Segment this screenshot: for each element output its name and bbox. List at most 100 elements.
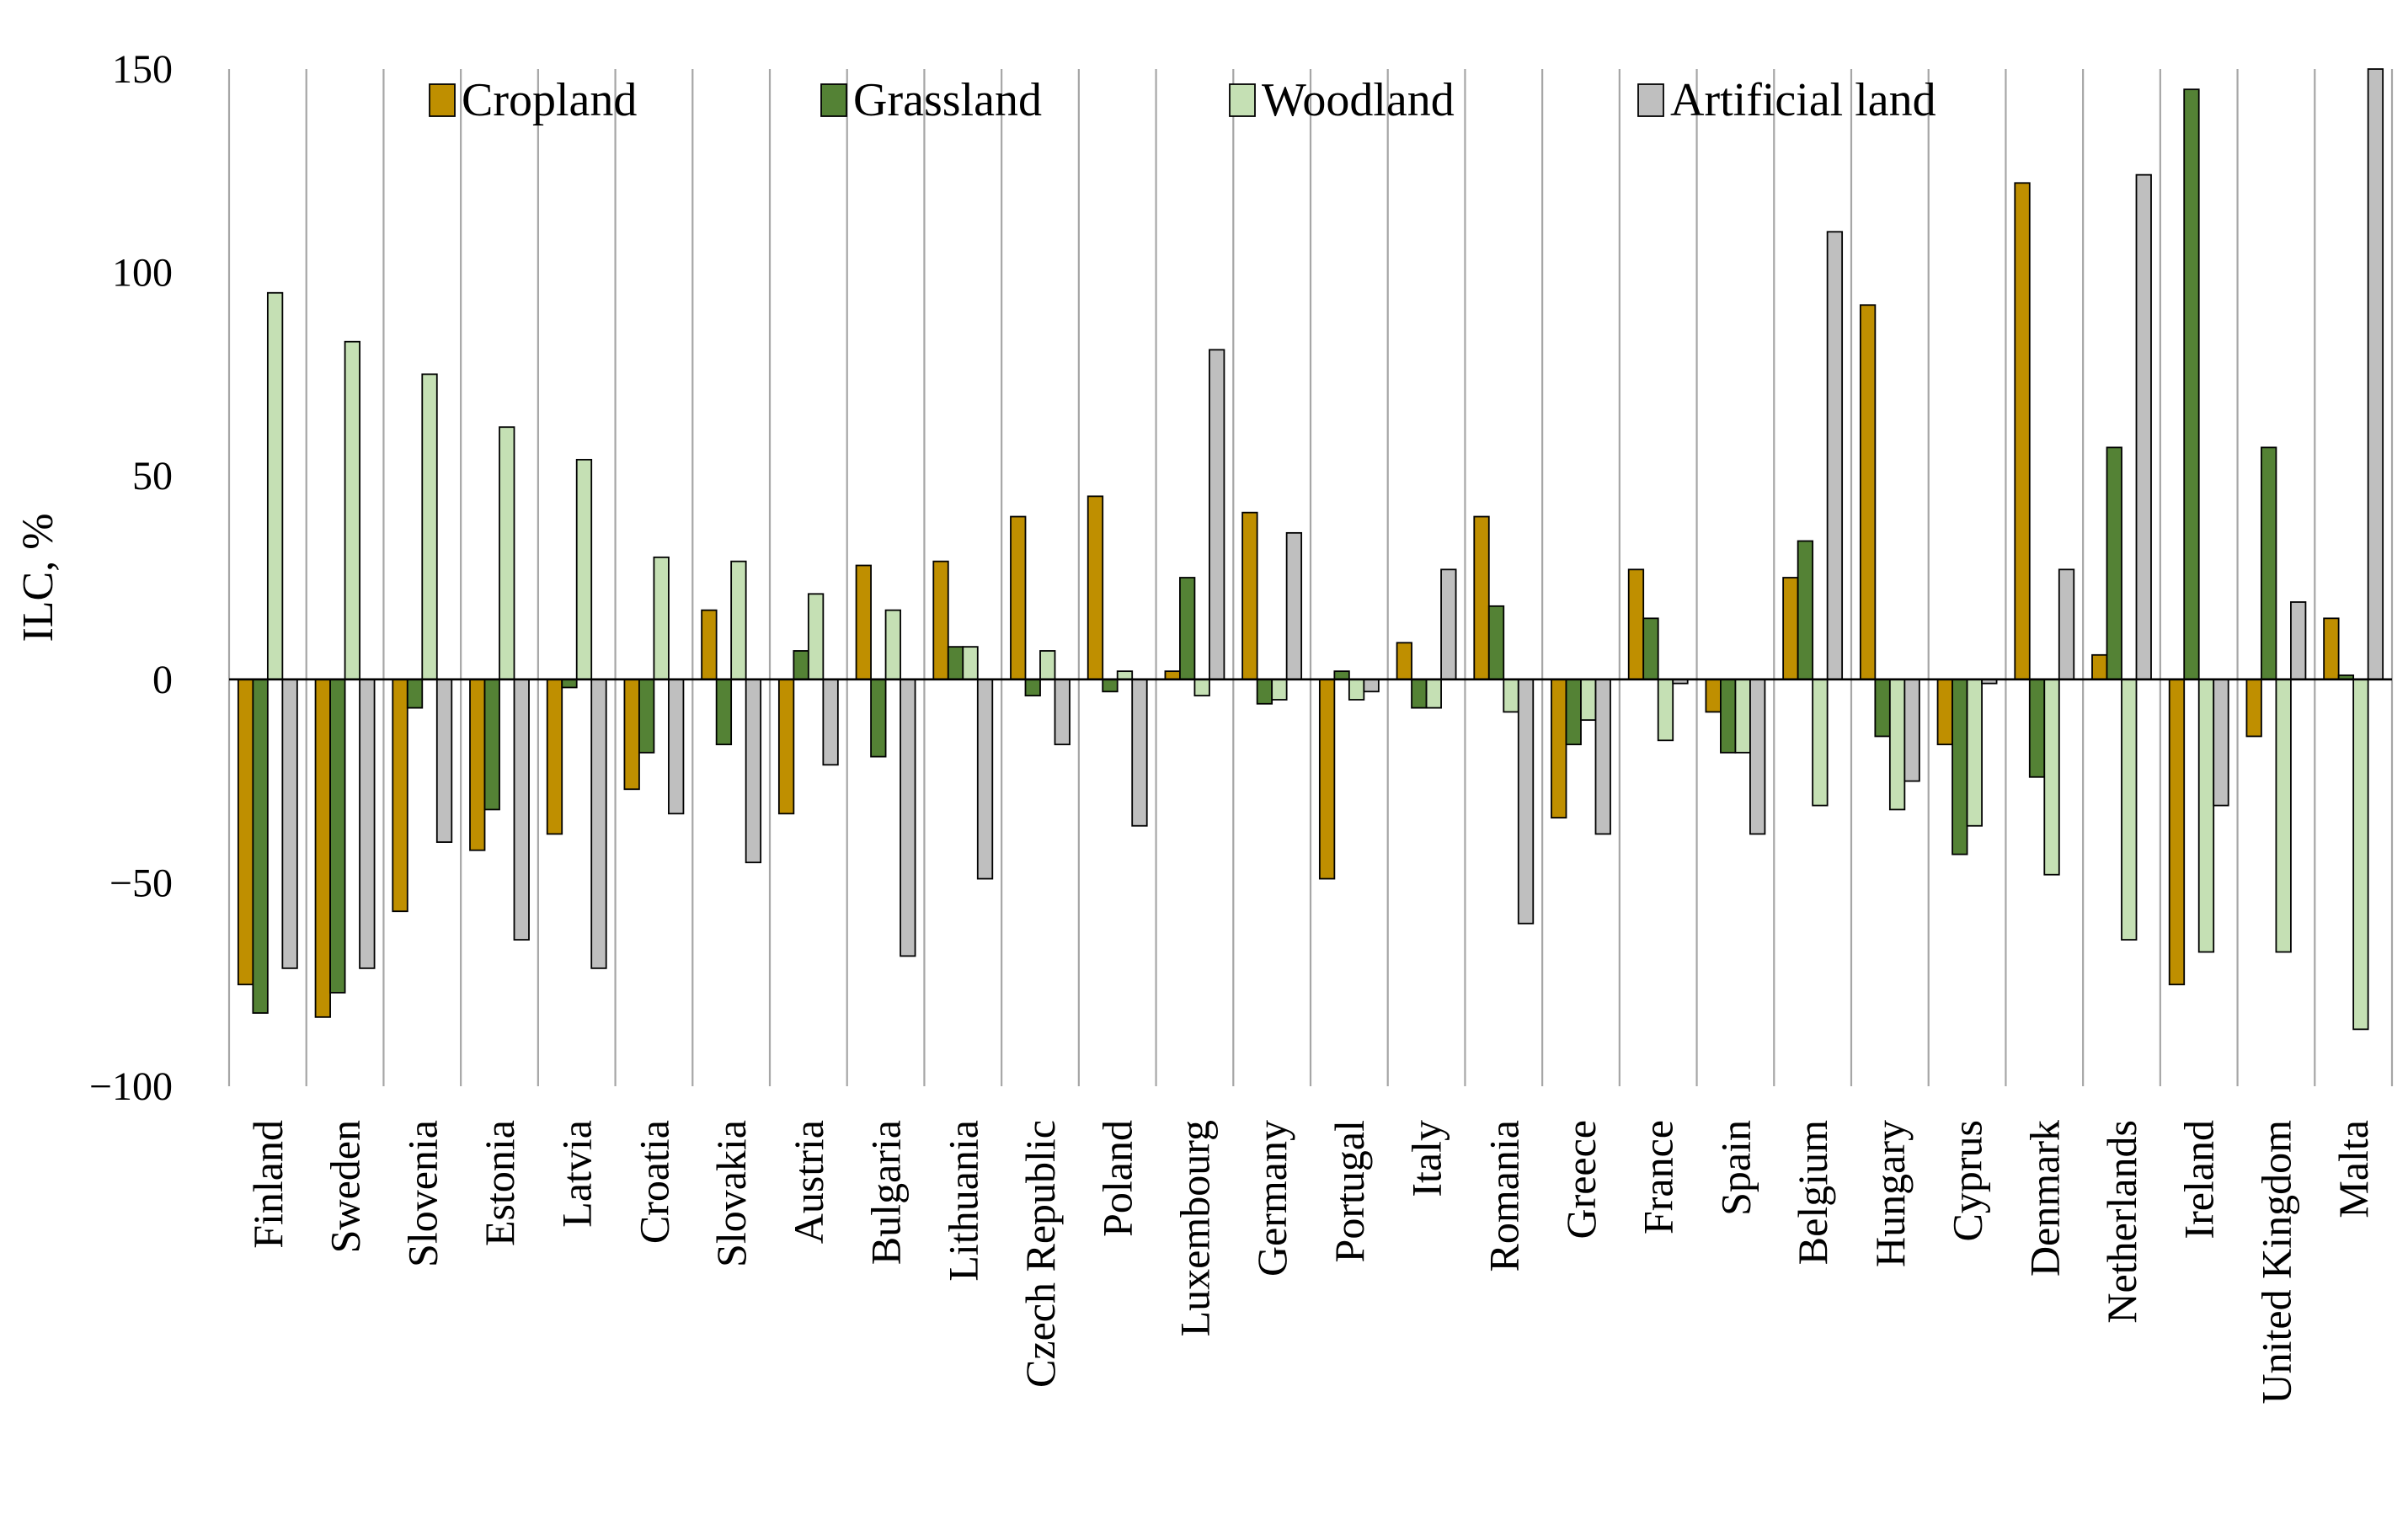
category-label-poland: Poland <box>1094 1120 1141 1237</box>
bar-artificial-land-czech-republic <box>1054 678 1071 746</box>
category-label-finland: Finland <box>244 1120 291 1249</box>
category-label-luxembourg: Luxembourg <box>1171 1120 1218 1336</box>
bar-woodland-portugal <box>1348 678 1365 701</box>
bar-woodland-czech-republic <box>1039 650 1056 680</box>
bar-woodland-slovenia <box>421 373 438 680</box>
bar-grassland-netherlands <box>2106 446 2122 680</box>
bar-woodland-spain <box>1734 678 1751 754</box>
category-label-netherlands: Netherlands <box>2098 1120 2145 1324</box>
category-label-croatia: Croatia <box>630 1120 677 1244</box>
bar-woodland-united-kingdom <box>2275 678 2292 953</box>
bar-grassland-luxembourg <box>1179 577 1196 680</box>
bar-cropland-greece <box>1551 678 1567 818</box>
legend-swatch-cropland <box>429 83 456 117</box>
bar-artificial-land-finland <box>281 678 298 969</box>
category-label-belgium: Belgium <box>1789 1120 1836 1265</box>
bar-grassland-france <box>1642 617 1659 680</box>
legend-swatch-grassland <box>820 83 847 117</box>
bar-grassland-czech-republic <box>1024 678 1041 697</box>
bar-artificial-land-austria <box>822 678 839 766</box>
y-tick-label: 150 <box>112 47 173 92</box>
bar-woodland-cyprus <box>1966 678 1983 827</box>
grid-layer <box>227 69 2394 1086</box>
bar-grassland-germany <box>1256 678 1273 705</box>
bar-grassland-romania <box>1487 605 1505 680</box>
bar-grassland-portugal <box>1333 670 1350 680</box>
bar-cropland-germany <box>1241 511 1258 680</box>
bar-cropland-romania <box>1473 515 1490 680</box>
bar-cropland-hungary <box>1859 304 1877 680</box>
bar-cropland-spain <box>1705 678 1722 713</box>
bar-cropland-finland <box>237 678 254 986</box>
bar-grassland-austria <box>793 650 809 680</box>
bar-grassland-croatia <box>638 678 655 754</box>
category-label-slovenia: Slovenia <box>398 1120 446 1267</box>
bar-cropland-italy <box>1396 642 1412 680</box>
bar-woodland-belgium <box>1812 678 1829 807</box>
legend-swatch-woodland <box>1229 83 1256 117</box>
bar-woodland-sweden <box>344 340 360 680</box>
category-label-czech-republic: Czech Republic <box>1017 1120 1064 1388</box>
category-label-sweden: Sweden <box>322 1120 369 1253</box>
bar-grassland-belgium <box>1797 540 1814 680</box>
bar-woodland-malta <box>2352 678 2369 1031</box>
category-label-bulgaria: Bulgaria <box>862 1120 910 1265</box>
y-tick-label: −50 <box>109 861 173 905</box>
bar-artificial-land-slovenia <box>435 678 453 843</box>
y-tick-label: 0 <box>152 658 173 702</box>
bar-artificial-land-bulgaria <box>900 678 916 957</box>
bar-grassland-sweden <box>329 678 346 994</box>
category-label-cyprus: Cyprus <box>1944 1120 1991 1241</box>
bar-artificial-land-luxembourg <box>1209 349 1225 680</box>
bar-artificial-land-italy <box>1440 568 1457 680</box>
bar-artificial-land-united-kingdom <box>2290 601 2307 680</box>
bar-artificial-land-denmark <box>2058 568 2075 680</box>
bar-cropland-slovakia <box>701 609 718 680</box>
legend-label-grassland: Grassland <box>853 74 1042 126</box>
y-tick-label: −100 <box>89 1064 173 1109</box>
bar-artificial-land-belgium <box>1826 231 1844 680</box>
category-label-lithuania: Lithuania <box>939 1120 986 1282</box>
bar-artificial-land-romania <box>1517 678 1535 925</box>
category-label-italy: Italy <box>1403 1120 1450 1197</box>
bar-woodland-finland <box>266 291 284 680</box>
bar-cropland-poland <box>1087 495 1104 680</box>
category-label-france: France <box>1635 1120 1682 1234</box>
bar-woodland-slovakia <box>730 560 747 680</box>
bar-woodland-croatia <box>653 556 670 680</box>
bar-grassland-hungary <box>1874 678 1891 738</box>
bar-woodland-denmark <box>2043 678 2060 876</box>
category-label-ireland: Ireland <box>2176 1120 2223 1239</box>
category-label-estonia: Estonia <box>476 1120 523 1246</box>
bar-grassland-ireland <box>2183 88 2200 680</box>
bar-woodland-germany <box>1271 678 1288 701</box>
bar-artificial-land-croatia <box>668 678 685 815</box>
bar-artificial-land-ireland <box>2213 678 2229 807</box>
bar-artificial-land-portugal <box>1363 678 1380 693</box>
bar-cropland-netherlands <box>2091 653 2108 680</box>
bar-woodland-italy <box>1425 678 1442 709</box>
bar-artificial-land-slovakia <box>745 678 762 864</box>
bar-grassland-bulgaria <box>870 678 887 758</box>
category-label-hungary: Hungary <box>1866 1120 1914 1267</box>
y-tick-labels: −100 −50 0 50 100 150 <box>89 47 173 1109</box>
bar-woodland-luxembourg <box>1193 678 1210 697</box>
legend-label-artificial-land: Artificial land <box>1670 74 1936 126</box>
category-label-romania: Romania <box>1480 1120 1527 1272</box>
bar-artificial-land-greece <box>1594 678 1611 835</box>
legend-label-cropland: Cropland <box>462 74 637 126</box>
bar-grassland-slovakia <box>715 678 733 746</box>
bar-grassland-cyprus <box>1951 678 1968 856</box>
bar-artificial-land-estonia <box>513 678 530 941</box>
bar-cropland-malta <box>2323 617 2340 680</box>
bar-cropland-lithuania <box>932 560 949 680</box>
bar-woodland-ireland <box>2197 678 2215 953</box>
bar-grassland-slovenia <box>406 678 424 709</box>
bar-cropland-france <box>1627 568 1645 680</box>
bar-artificial-land-sweden <box>359 678 376 969</box>
category-label-portugal: Portugal <box>1326 1120 1373 1262</box>
bar-cropland-bulgaria <box>855 564 872 680</box>
category-label-malta: Malta <box>2330 1120 2377 1218</box>
bar-woodland-lithuania <box>962 646 979 680</box>
